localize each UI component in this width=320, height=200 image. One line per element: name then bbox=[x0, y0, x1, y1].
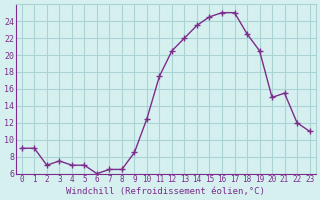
X-axis label: Windchill (Refroidissement éolien,°C): Windchill (Refroidissement éolien,°C) bbox=[66, 187, 265, 196]
